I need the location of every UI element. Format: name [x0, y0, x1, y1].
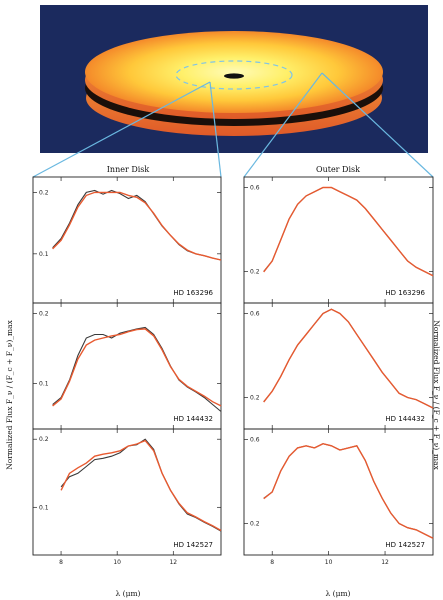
panel-frame-inner-2 — [32, 302, 222, 430]
panel-frame-outer-2 — [243, 302, 434, 430]
model-spectrum-line-inner-2 — [52, 328, 222, 407]
y-tick-label: 0.2 — [39, 436, 49, 443]
x-tick-label: 12 — [381, 559, 389, 566]
x-axis-label-inner: λ (μm) — [116, 589, 141, 598]
model-spectrum-line-outer-1 — [263, 186, 434, 277]
central-star — [224, 73, 244, 79]
zoom-line-outer-left — [243, 72, 323, 178]
zoom-line-inner-left — [32, 81, 211, 178]
panel-outer-1: 0.2 0.6 HD 163296 — [243, 176, 434, 304]
observed-spectrum-line-inner-2 — [52, 326, 222, 412]
inner-region-ring — [175, 60, 293, 90]
zoom-line-inner-right — [209, 81, 222, 178]
y-axis-label-right: Normalized Flux F_ν / (F_c + F_ν)_max — [432, 320, 441, 470]
disk-illustration — [40, 5, 428, 153]
star-label-outer-1: HD 163296 — [385, 289, 425, 297]
y-tick-label: 0.2 — [250, 521, 260, 528]
x-tick-label: 10 — [325, 559, 333, 566]
star-label-inner-2: HD 144432 — [173, 415, 213, 423]
y-tick-label: 0.6 — [250, 437, 260, 444]
y-tick-label: 0.6 — [250, 185, 260, 192]
zoom-connectors — [32, 72, 434, 178]
model-spectrum-line-inner-3 — [60, 439, 222, 532]
panel-frame-outer-1 — [243, 176, 434, 304]
model-spectrum-line-inner-1 — [52, 191, 222, 261]
star-label-inner-1: HD 163296 — [173, 289, 213, 297]
x-tick-label: 12 — [169, 559, 177, 566]
star-label-outer-3: HD 142527 — [385, 541, 425, 549]
y-tick-label: 0.6 — [250, 311, 260, 318]
y-tick-label: 0.2 — [39, 189, 49, 196]
column-title-inner-disk: Inner Disk — [107, 165, 150, 174]
x-tick-label: 8 — [270, 559, 274, 566]
panel-outer-3: 8 10 12 0.2 0.6 HD 142527 — [243, 428, 434, 566]
panel-inner-1: 0.1 0.2 HD 163296 — [32, 176, 222, 304]
x-tick-label: 10 — [113, 559, 121, 566]
column-title-outer-disk: Outer Disk — [316, 165, 360, 174]
disk-surface — [85, 31, 383, 113]
x-tick-label: 8 — [59, 559, 63, 566]
star-label-outer-2: HD 144432 — [385, 415, 425, 423]
y-tick-label: 0.2 — [250, 395, 260, 402]
x-axis-label-outer: λ (μm) — [326, 589, 351, 598]
model-spectrum-line-outer-3 — [263, 442, 434, 539]
y-tick-label: 0.1 — [39, 251, 49, 258]
y-tick-label: 0.1 — [39, 381, 49, 388]
zoom-line-outer-right — [321, 72, 434, 178]
model-spectrum-line-outer-2 — [263, 308, 434, 409]
y-axis-label-left: Normalized Flux F_ν / (F_c + F_ν)_max — [5, 319, 14, 469]
star-label-inner-3: HD 142527 — [173, 541, 213, 549]
observed-spectrum-line-outer-1 — [263, 186, 434, 277]
y-tick-label: 0.2 — [250, 269, 260, 276]
panel-frame-inner-3 — [32, 428, 222, 556]
y-tick-label: 0.1 — [39, 504, 49, 511]
panel-frame-outer-3 — [243, 428, 434, 556]
panel-outer-2: 0.2 0.6 HD 144432 — [243, 302, 434, 430]
y-tick-label: 0.2 — [39, 311, 49, 318]
observed-spectrum-line-outer-3 — [263, 443, 434, 539]
observed-spectrum-line-inner-1 — [52, 189, 222, 261]
panel-inner-3: 8 10 12 0.1 0.2 HD 142527 — [32, 428, 222, 566]
panel-inner-2: 0.1 0.2 HD 144432 — [32, 302, 222, 430]
